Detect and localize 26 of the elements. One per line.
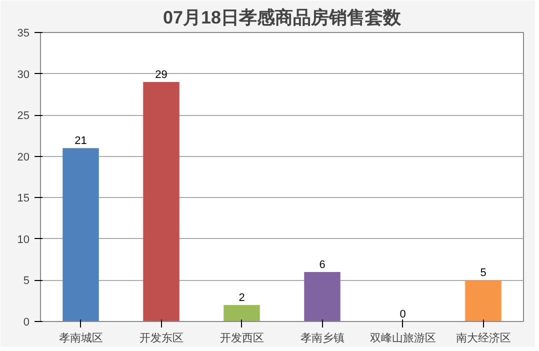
- y-tick-label: 25: [17, 110, 30, 122]
- x-tick-label: 开发西区: [220, 332, 264, 344]
- bar: [143, 82, 180, 322]
- x-tick-label: 南大经济区: [456, 332, 511, 344]
- x-tick-label: 孝南乡镇: [300, 332, 344, 344]
- bar: [224, 304, 260, 322]
- bar: [304, 272, 340, 322]
- y-tick-label: 30: [17, 68, 30, 81]
- y-tick-label: 20: [17, 151, 30, 164]
- data-label: 5: [480, 267, 486, 280]
- data-label: 6: [319, 258, 326, 271]
- y-tick-label: 5: [23, 275, 30, 288]
- y-tick-label: 0: [23, 316, 30, 328]
- data-label: 21: [74, 135, 87, 148]
- x-tick-label: 双峰山旅游区: [370, 332, 436, 344]
- y-tick-label: 35: [17, 28, 30, 40]
- bar: [465, 280, 502, 322]
- y-tick-label: 10: [17, 234, 30, 246]
- y-tick-label: 15: [17, 192, 30, 205]
- chart-title: 07月18日孝感商品房销售套数: [162, 8, 402, 28]
- data-label: 2: [238, 292, 245, 304]
- x-tick-label: 孝南城区: [58, 332, 103, 344]
- x-tick-label: 开发东区: [139, 332, 184, 344]
- bar: [62, 148, 99, 322]
- data-label: 29: [155, 69, 168, 82]
- data-label: 0: [400, 308, 406, 320]
